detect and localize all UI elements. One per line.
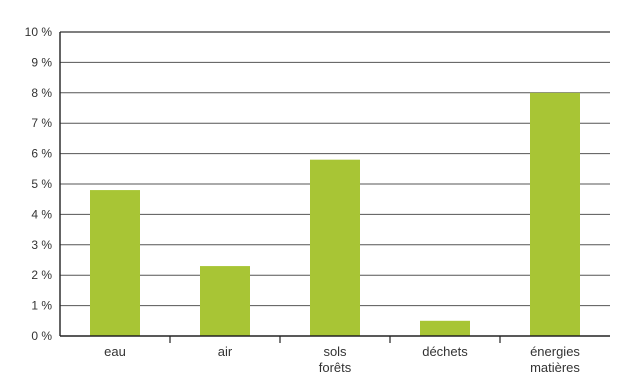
x-category-label: déchets: [422, 344, 468, 359]
x-category-label: sols forêts: [319, 344, 352, 375]
x-category-label: air: [218, 344, 233, 359]
y-tick-label: 10 %: [25, 25, 53, 39]
bars: [90, 92, 580, 336]
y-tick-label: 3 %: [31, 238, 52, 252]
y-tick-label: 9 %: [31, 55, 52, 69]
bar: [530, 92, 580, 336]
y-tick-label: 7 %: [31, 116, 52, 130]
y-tick-label: 1 %: [31, 299, 52, 313]
x-category-label: eau: [104, 344, 126, 359]
y-tick-label: 8 %: [31, 86, 52, 100]
x-category-label: énergies matières: [530, 344, 580, 375]
bar: [420, 320, 470, 336]
y-axis-tick-labels: 0 % 1 % 2 % 3 % 4 % 5 % 6 % 7 % 8 % 9 % 10 %: [25, 25, 53, 343]
y-tick-label: 5 %: [31, 177, 52, 191]
bar: [90, 190, 140, 336]
y-tick-label: 2 %: [31, 268, 52, 282]
y-tick-label: 4 %: [31, 207, 52, 221]
x-axis-category-labels: eau air sols forêts déchets énergies matières: [104, 344, 580, 375]
y-tick-label: 6 %: [31, 147, 52, 161]
bar: [310, 159, 360, 336]
axes: [59, 32, 610, 343]
y-tick-label: 0 %: [31, 329, 52, 343]
bar: [200, 266, 250, 336]
